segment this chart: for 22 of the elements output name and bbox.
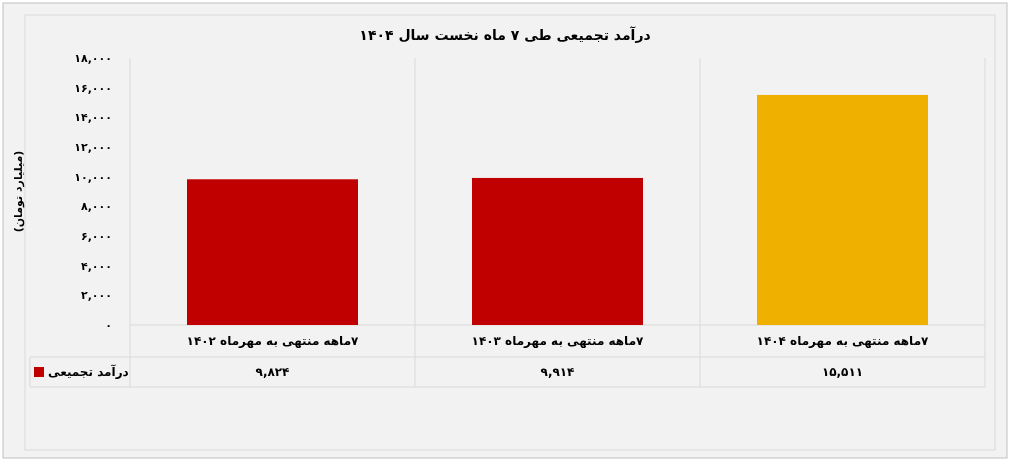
y-axis-title: (میلیارد تومان) — [12, 150, 25, 233]
data-label: ۹,۸۲۴ — [255, 365, 290, 380]
y-tick-label: ۱۸,۰۰۰ — [74, 51, 112, 65]
y-tick-label: ۱۴,۰۰۰ — [74, 111, 112, 125]
y-tick-label: ۱۲,۰۰۰ — [74, 140, 112, 154]
x-tick-label: ۷ماهه منتهی به مهرماه ۱۴۰۴ — [756, 334, 930, 349]
data-label: ۹,۹۱۴ — [540, 365, 575, 380]
y-tick-label: ۸,۰۰۰ — [80, 200, 112, 214]
y-tick-label: ۱۰,۰۰۰ — [74, 170, 112, 184]
y-tick-label: ۲,۰۰۰ — [80, 289, 112, 303]
y-tick-label: ۴,۰۰۰ — [80, 259, 112, 273]
y-tick-label: ۰ — [105, 318, 112, 332]
data-label: ۱۵,۵۱۱ — [821, 365, 864, 380]
bar — [187, 179, 358, 325]
chart-title: درآمد تجمیعی طی ۷ ماه نخست سال ۱۴۰۴ — [359, 26, 651, 43]
y-tick-label: ۶,۰۰۰ — [80, 229, 112, 243]
legend-label: درآمد تجمیعی — [48, 364, 129, 380]
x-tick-label: ۷ماهه منتهی به مهرماه ۱۴۰۳ — [471, 334, 645, 349]
y-tick-label: ۱۶,۰۰۰ — [74, 81, 112, 95]
x-tick-label: ۷ماهه منتهی به مهرماه ۱۴۰۲ — [186, 334, 360, 349]
bar — [472, 177, 643, 325]
bar — [757, 94, 928, 325]
